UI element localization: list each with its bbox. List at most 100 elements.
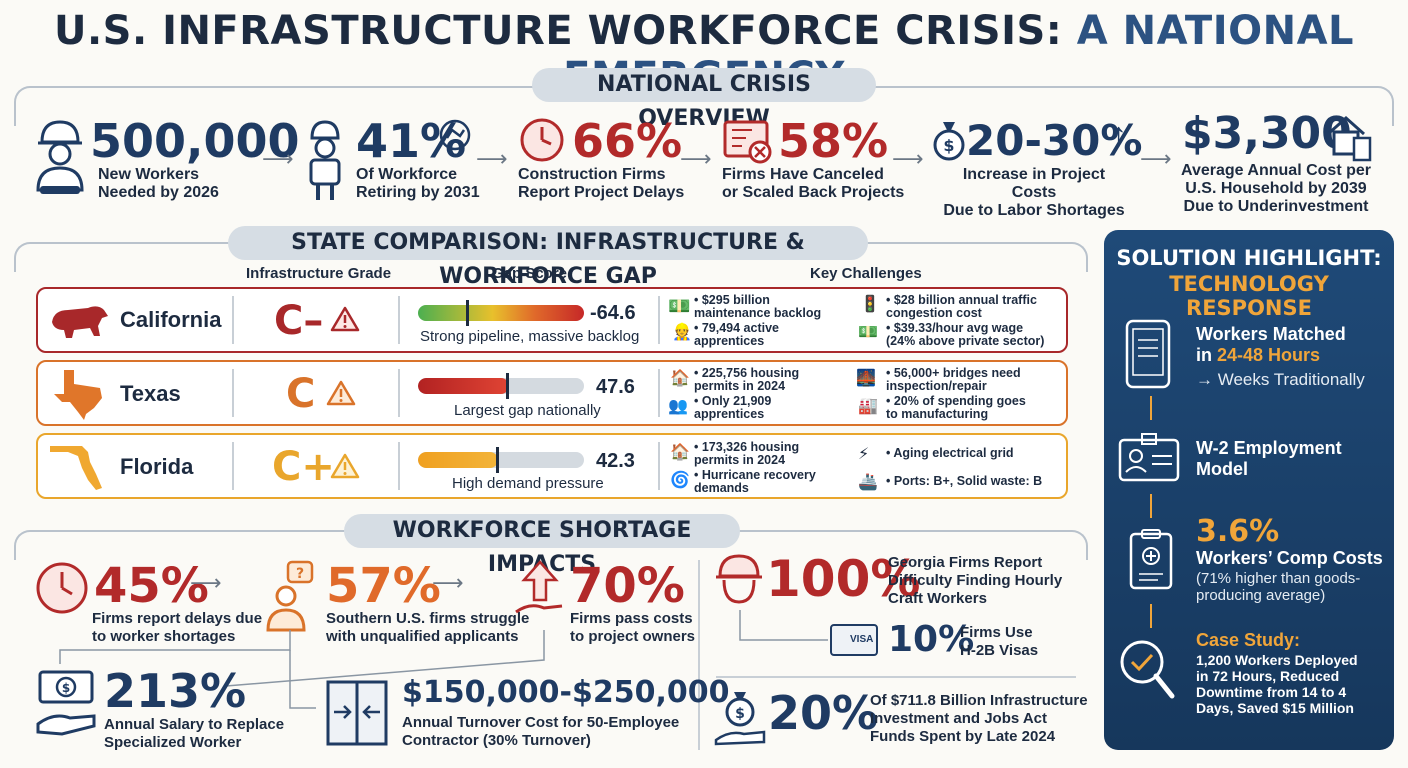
gap-caption: High demand pressure [452,475,604,492]
money-bag-icon: $ [933,122,965,161]
impact-c-label: Firms pass costs to project owners [570,610,696,645]
impact-d-value: 213% [104,664,247,718]
impact-e-value: $150,000-$250,000 [402,675,730,710]
title-main: U.S. INFRASTRUCTURE WORKFORCE CRISIS: [53,8,1063,54]
cost-increase-hand-icon [515,560,563,614]
overview-heading: NATIONAL CRISIS OVERVIEW [532,68,876,131]
stat-5-value: 20-30% [966,116,1143,165]
step-4-heading: Case Study: [1196,630,1301,650]
up-arrow-icon: ↑ [1110,116,1127,154]
connector-lines [59,630,545,709]
page-title: U.S. INFRASTRUCTURE WORKFORCE CRISIS: A … [0,8,1408,100]
money-bag-hand-icon: $ [714,692,766,746]
arrow-icon: ⟶ [190,570,222,595]
warning-icon [330,453,360,479]
people-icon: 👥 [668,398,688,415]
challenge: • 20% of spending goes to manufacturing [886,394,1026,421]
salary-hand-icon: $ [36,670,96,736]
money-stack-icon: 💵 [668,296,691,316]
arrow-icon: ⟶ [476,146,508,171]
arrow-icon: ⟶ [1140,146,1172,171]
step-1-note: → Weeks Traditionally [1196,370,1365,389]
state-row-florida [36,433,1068,499]
magnifier-check-icon [1120,640,1175,699]
stat-3-value: 66% [572,114,683,168]
clock-icon [520,118,564,162]
gap-score-value: 42.3 [596,450,635,472]
stat-2-label: Of Workforce Retiring by 2031 [356,166,480,201]
divider [398,442,400,490]
divider [658,442,660,490]
challenge: • Hurricane recovery demands [694,468,816,495]
clock-icon [36,562,88,614]
stat-6-value: $3,300 [1182,108,1352,159]
id-badge-icon [1118,433,1180,482]
col-gap-score: Gap Score [492,265,568,282]
stat-3-label: Construction Firms Report Project Delays [518,166,685,201]
divider [398,296,400,344]
power-tower-icon: ⚡ [858,446,870,463]
stat-4-value: 58% [778,114,889,168]
arrow-icon: ⟶ [680,146,712,171]
apprentice-icon: 👷 [672,324,692,341]
divider [232,442,234,490]
impact-g-label: Firms Use H-2B Visas [960,624,1039,659]
svg-text:?: ? [296,566,304,582]
state-name: Florida [120,454,194,479]
retiring-worker-icon [309,120,341,200]
divider [716,676,1076,678]
state-heading: STATE COMPARISON: INFRASTRUCTURE & WORKF… [228,226,868,289]
texas-map-icon [54,370,102,420]
revolving-door-icon [326,680,388,746]
gap-score-marker [466,300,469,326]
stat-1-label: New Workers Needed by 2026 [98,166,219,201]
svg-text:$: $ [735,706,745,722]
challenge: • 56,000+ bridges need inspection/repair [886,366,1021,393]
step-4-text: 1,200 Workers Deployed in 72 Hours, Reduc… [1196,652,1358,716]
flow-line [1150,604,1152,628]
ship-icon: 🚢 [858,474,878,491]
hard-hat-icon [716,554,762,604]
challenge: • $295 billion maintenance backlog [694,293,822,320]
connector-line [739,610,828,641]
tablet-icon [1125,319,1171,389]
clipboard-medical-icon [1129,529,1173,590]
canceled-blueprint-icon [723,120,772,164]
arrow-icon: ⟶ [262,146,294,171]
impacts-heading: WORKFORCE SHORTAGE IMPACTS [344,514,740,577]
impact-d-label: Annual Salary to Replace Specialized Work… [104,716,285,751]
gap-score-value: 47.6 [596,376,635,398]
house-icon: 🏠 [670,444,690,461]
impact-h-value: 20% [768,686,879,740]
construction-worker-icon [36,120,84,194]
state-name: California [120,307,222,332]
impact-a-value: 45% [94,558,209,614]
gap-score-bar [418,378,584,394]
visa-card-icon: VISA [830,624,878,656]
hurricane-icon: 🌀 [670,472,690,489]
challenge: • Aging electrical grid [886,446,1014,460]
impact-b-label: Southern U.S. firms struggle with unquali… [326,610,530,645]
warning-icon [326,380,356,406]
retirement-chair-icon [439,119,471,151]
warning-icon [330,306,360,332]
stat-5-label: Increase in Project Costs Due to Labor Sh… [943,166,1125,219]
factory-icon: 🏭 [858,398,878,415]
gap-caption: Largest gap nationally [454,402,601,419]
challenge: • Only 21,909 apprentices [694,394,772,421]
step-2-text: W-2 Employment Model [1196,438,1342,479]
arrow-icon: ⟶ [432,570,464,595]
impact-f-value: 100% [766,550,921,608]
step-1-text: Workers Matched in 24-48 Hours [1196,324,1346,365]
gap-caption: Strong pipeline, massive backlog [420,328,640,345]
state-name: Texas [120,381,181,406]
gap-score-marker [506,373,509,399]
impact-f-label: Georgia Firms Report Difficulty Finding H… [888,554,1063,607]
state-grade: C– [274,298,324,344]
svg-text:$: $ [62,681,70,695]
col-infrastructure-grade: Infrastructure Grade [246,265,392,282]
house-icon: 🏠 [670,370,690,387]
challenge: • 173,326 housing permits in 2024 [694,440,800,467]
challenge: • 79,494 active apprentices [694,321,779,348]
gap-score-value: -64.6 [590,302,636,324]
